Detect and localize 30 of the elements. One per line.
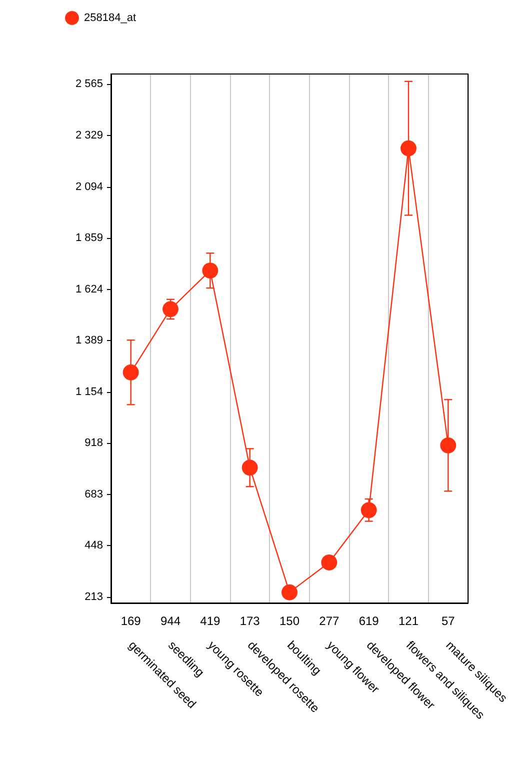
text: 57 xyxy=(441,614,456,628)
point xyxy=(400,140,416,156)
point xyxy=(440,437,456,454)
point xyxy=(122,364,139,380)
point xyxy=(242,460,258,476)
y-tick-label: 918 xyxy=(84,437,103,450)
text: 944 xyxy=(160,614,181,628)
y-tick-label: 2 094 xyxy=(75,180,103,193)
y-tick-label: 1 859 xyxy=(75,232,103,244)
y-tick-label: 448 xyxy=(84,540,103,552)
text: 619 xyxy=(358,614,380,628)
point xyxy=(162,301,178,318)
point xyxy=(360,502,377,518)
point xyxy=(202,262,218,279)
y-tick-label: 213 xyxy=(84,590,103,603)
point xyxy=(321,554,338,570)
y-tick-label: 683 xyxy=(84,488,103,500)
y-tick-label: 1 624 xyxy=(75,283,103,296)
text: 121 xyxy=(398,614,419,628)
y-tick-label: 2 565 xyxy=(75,78,103,90)
text: 173 xyxy=(240,614,260,628)
y-tick-label: 1 154 xyxy=(75,386,103,398)
text: 277 xyxy=(319,614,340,628)
y-tick-label: 2 329 xyxy=(75,130,103,142)
text: 169 xyxy=(120,614,142,628)
legend-label: 258184_at xyxy=(84,12,136,24)
text: 150 xyxy=(279,614,300,628)
point xyxy=(282,584,298,600)
y-tick-label: 1 389 xyxy=(75,334,103,347)
text: 419 xyxy=(200,614,220,628)
